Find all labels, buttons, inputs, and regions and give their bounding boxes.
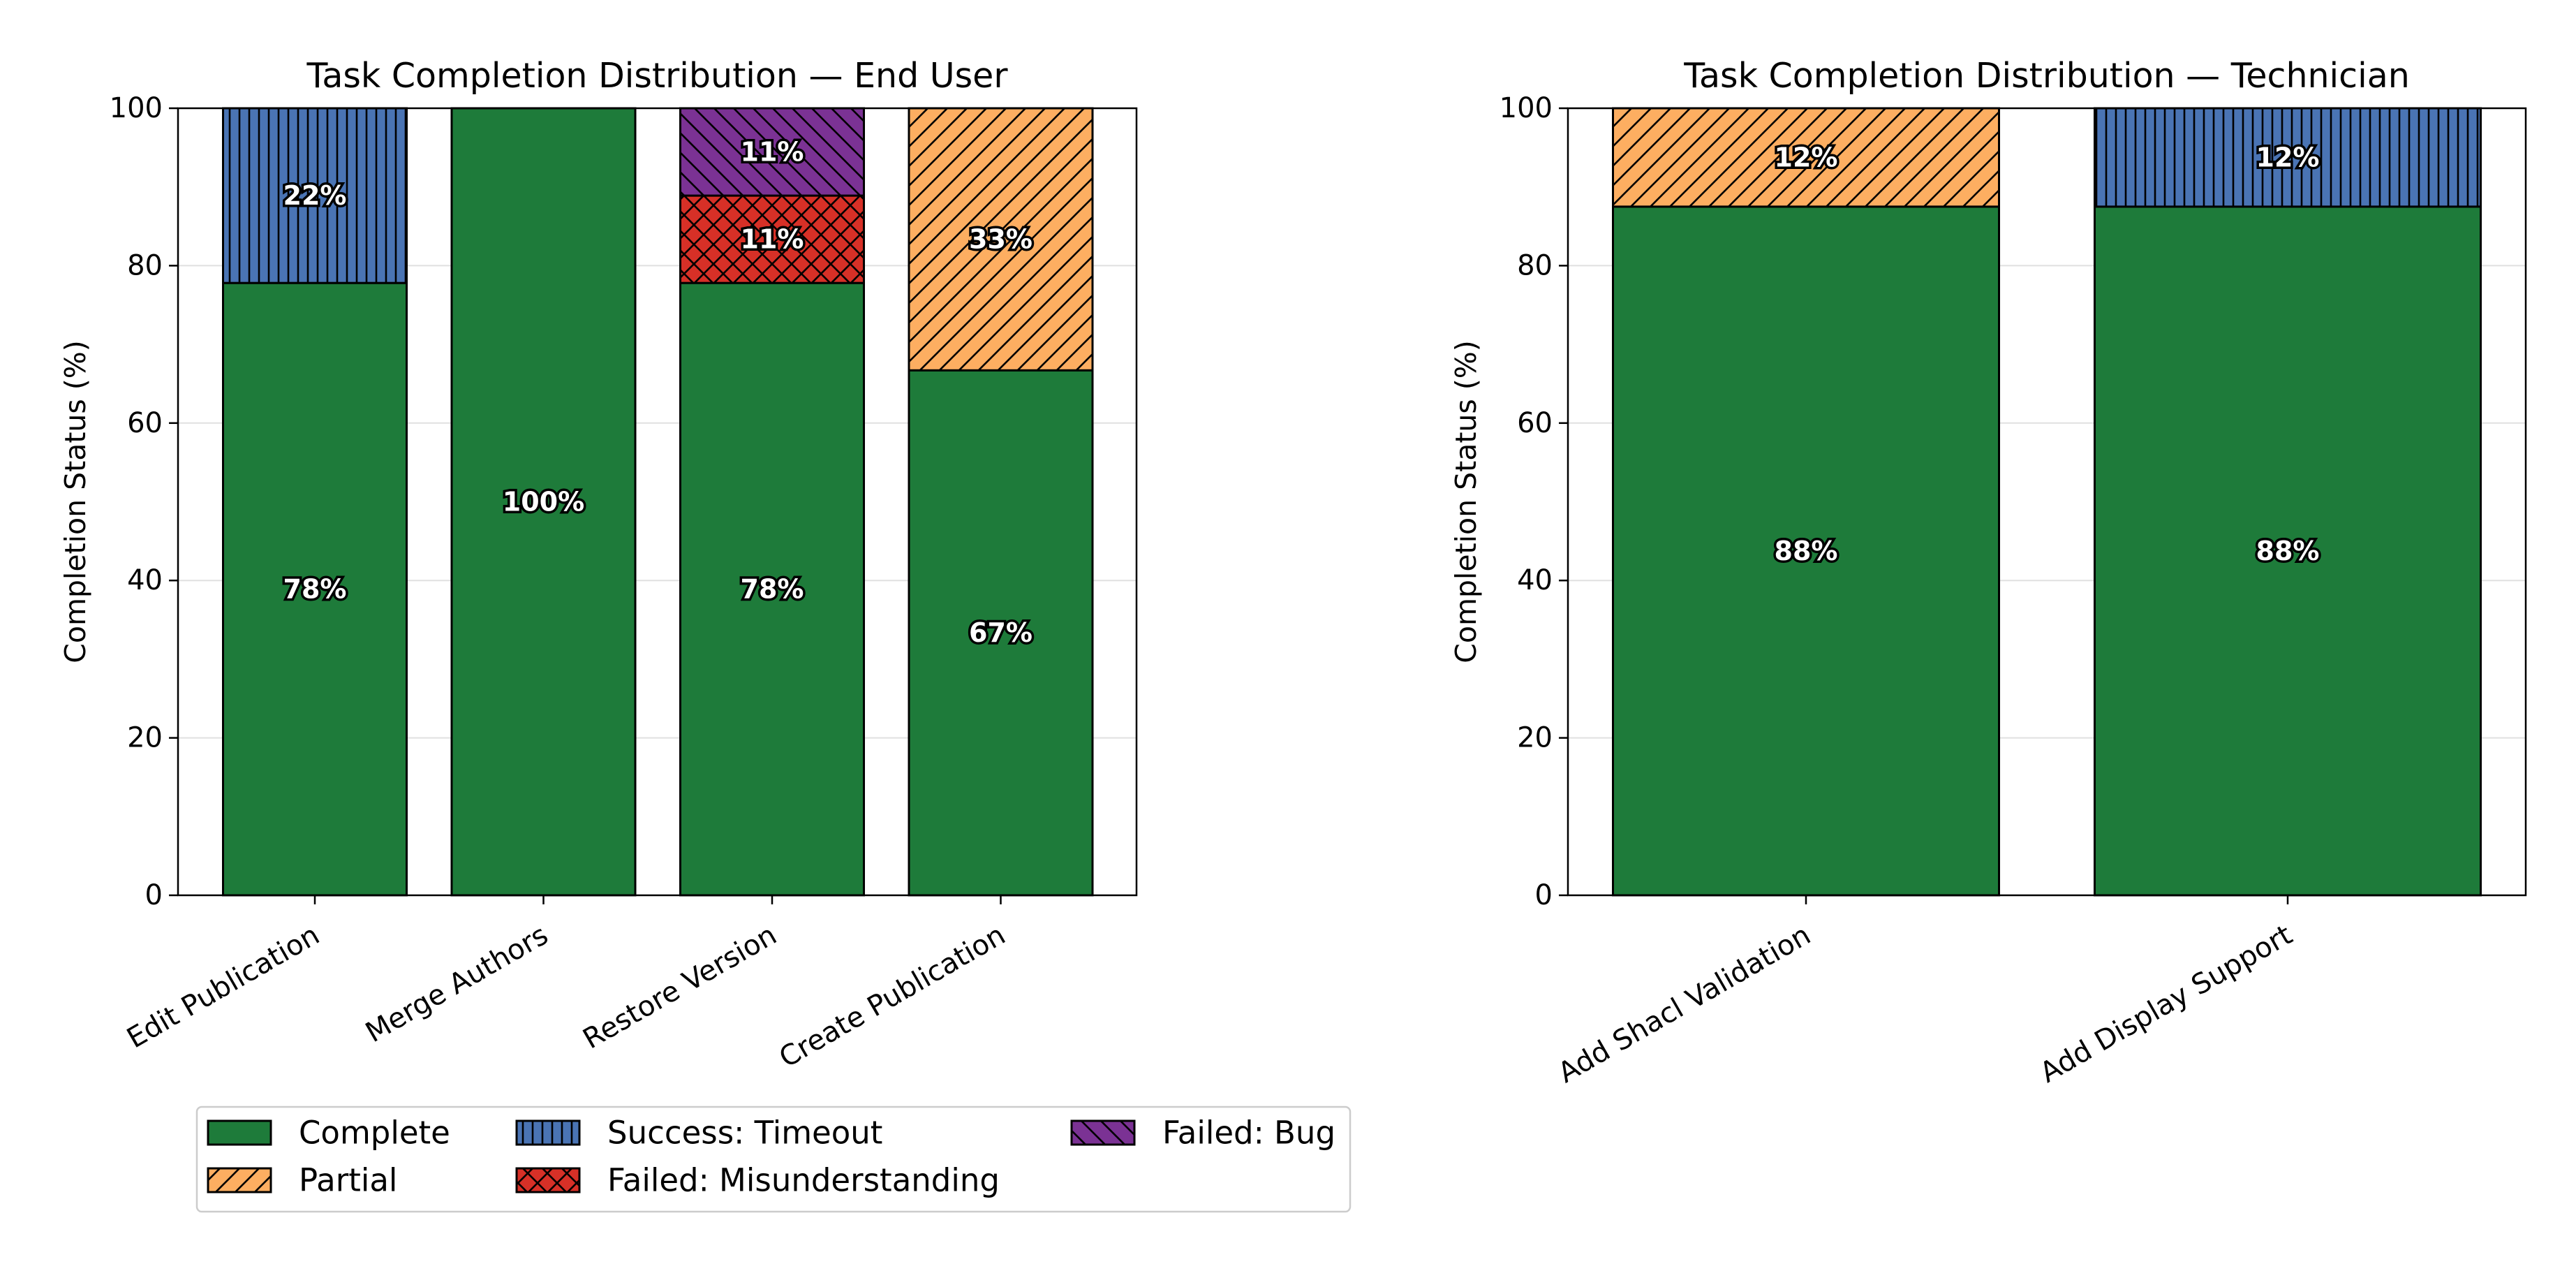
bar-segment-edit-publication-success-timeout: 22% <box>222 107 408 284</box>
chart-title: Task Completion Distribution — End User <box>306 56 1009 96</box>
y-tick-label: 80 <box>127 249 163 281</box>
legend: Complete Partial Success: Timeout Failed: M… <box>195 1105 1352 1213</box>
bar-edit-publication-success-timeout-hatch <box>223 108 407 284</box>
y-tick-label: 40 <box>1517 564 1553 596</box>
y-tick-label: 60 <box>127 407 163 439</box>
y-tick-label: 40 <box>127 564 163 596</box>
bar-segment-create-publication-partial: 33% <box>908 107 1094 372</box>
plot-frame <box>177 107 1138 897</box>
data-label: 88% <box>1775 536 1838 566</box>
data-label: 78% <box>741 574 804 605</box>
x-tick-label: Restore Version <box>578 919 783 1056</box>
legend-item-partial: Partial <box>207 1162 397 1199</box>
bar-segment-edit-publication-complete: 78% <box>222 281 408 897</box>
data-label: 12% <box>2256 142 2320 172</box>
x-tick-label: Create Publication <box>774 919 1011 1074</box>
x-tick-label: Add Shacl Validation <box>1553 919 1816 1089</box>
legend-item-failed-bug: Failed: Bug <box>1070 1115 1335 1152</box>
bar-restore-version-failed-bug-hatch <box>680 108 864 196</box>
charts-layer: 78% 22% Edit Publication 100% Merge Authors 7… <box>59 56 2527 1089</box>
legend-swatch-failed-bug-edge <box>1070 1119 1136 1146</box>
legend-label: Partial <box>299 1162 397 1199</box>
bar-merge-authors-complete <box>452 108 635 895</box>
data-label: 67% <box>969 617 1032 648</box>
legend-frame <box>195 1105 1352 1213</box>
bar-restore-version-failed-misunderstanding-hatch <box>680 196 864 284</box>
legend-swatch-failed-misunderstanding-edge <box>515 1167 581 1193</box>
data-label: 22% <box>283 180 347 211</box>
data-label: 100% <box>503 487 584 517</box>
data-label: 88% <box>2256 536 2320 566</box>
x-tick-label: Add Display Support <box>2035 919 2298 1089</box>
x-tick-label: Merge Authors <box>360 919 554 1049</box>
bar-segment-add-display-support-success-timeout: 12% <box>2094 107 2482 208</box>
bar-add-display-support-success-timeout-hatch <box>2094 108 2481 207</box>
data-label: 33% <box>969 224 1032 255</box>
x-tick-label: Edit Publication <box>121 919 325 1055</box>
legend-swatch-failed-misunderstanding-hatch <box>517 1168 579 1192</box>
y-axis-label: Completion Status (%) <box>59 340 92 663</box>
legend-swatch-complete-edge <box>207 1119 272 1146</box>
chart-title: Task Completion Distribution — Technicia… <box>1683 56 2410 96</box>
data-label: 11% <box>741 137 804 168</box>
legend-swatch-success-timeout-edge <box>515 1119 581 1146</box>
y-tick-label: 80 <box>1517 249 1553 281</box>
bar-segment-create-publication-complete: 67% <box>908 369 1094 897</box>
bar-segment-add-shacl-validation-complete: 88% <box>1612 205 2000 897</box>
bar-segment-add-shacl-validation-partial: 12% <box>1612 107 2000 208</box>
bar-add-shacl-validation-partial-hatch <box>1613 108 1999 207</box>
legend-label: Success: Timeout <box>607 1115 882 1152</box>
bar-create-publication-partial-hatch <box>909 108 1093 371</box>
legend-swatch-partial-edge <box>207 1167 272 1193</box>
bar-segment-add-display-support-complete: 88% <box>2094 205 2482 897</box>
bar-add-display-support-complete <box>2094 206 2481 895</box>
y-tick-label: 100 <box>110 92 163 124</box>
y-tick-label: 100 <box>1500 92 1553 124</box>
data-label: 12% <box>1775 142 1838 172</box>
legend-swatch-partial-hatch <box>208 1168 271 1192</box>
y-axis-label: Completion Status (%) <box>1449 340 1483 663</box>
bar-restore-version-complete <box>680 283 864 896</box>
legend-item-success-timeout: Success: Timeout <box>515 1115 882 1152</box>
bar-edit-publication-complete <box>223 283 407 896</box>
y-tick-label: 0 <box>145 879 163 911</box>
bar-create-publication-complete <box>909 370 1093 895</box>
bar-segment-restore-version-failed-bug: 11% <box>679 107 865 197</box>
y-tick-label: 0 <box>1535 879 1553 911</box>
legend-swatch-failed-bug-hatch <box>1072 1121 1134 1145</box>
bar-segment-restore-version-failed-misunderstanding: 11% <box>679 194 865 284</box>
data-label: 78% <box>283 574 347 605</box>
data-label: 11% <box>741 224 804 255</box>
bar-segment-merge-authors-complete: 100% <box>450 107 637 897</box>
legend-item-failed-misunderstanding: Failed: Misunderstanding <box>515 1162 1000 1199</box>
legend-swatch-complete <box>208 1121 271 1145</box>
legend-label: Complete <box>299 1115 450 1152</box>
legend-swatch-success-timeout-hatch <box>517 1121 579 1145</box>
plot-frame <box>1567 107 2527 897</box>
legend-label: Failed: Misunderstanding <box>607 1162 1000 1199</box>
bar-segment-restore-version-complete: 78% <box>679 281 865 897</box>
legend-label: Failed: Bug <box>1162 1115 1335 1152</box>
y-tick-label: 60 <box>1517 407 1553 439</box>
chart-panel-1: 78% 22% Edit Publication 100% Merge Authors 7… <box>59 56 1138 1074</box>
y-tick-label: 20 <box>1517 722 1553 754</box>
legend-item-complete: Complete <box>207 1115 450 1152</box>
bar-add-shacl-validation-complete <box>1613 206 1999 895</box>
chart-panel-2: 88% 12% Add Shacl Validation 88% 12% Add Disp… <box>1449 56 2527 1089</box>
y-tick-label: 20 <box>127 722 163 754</box>
